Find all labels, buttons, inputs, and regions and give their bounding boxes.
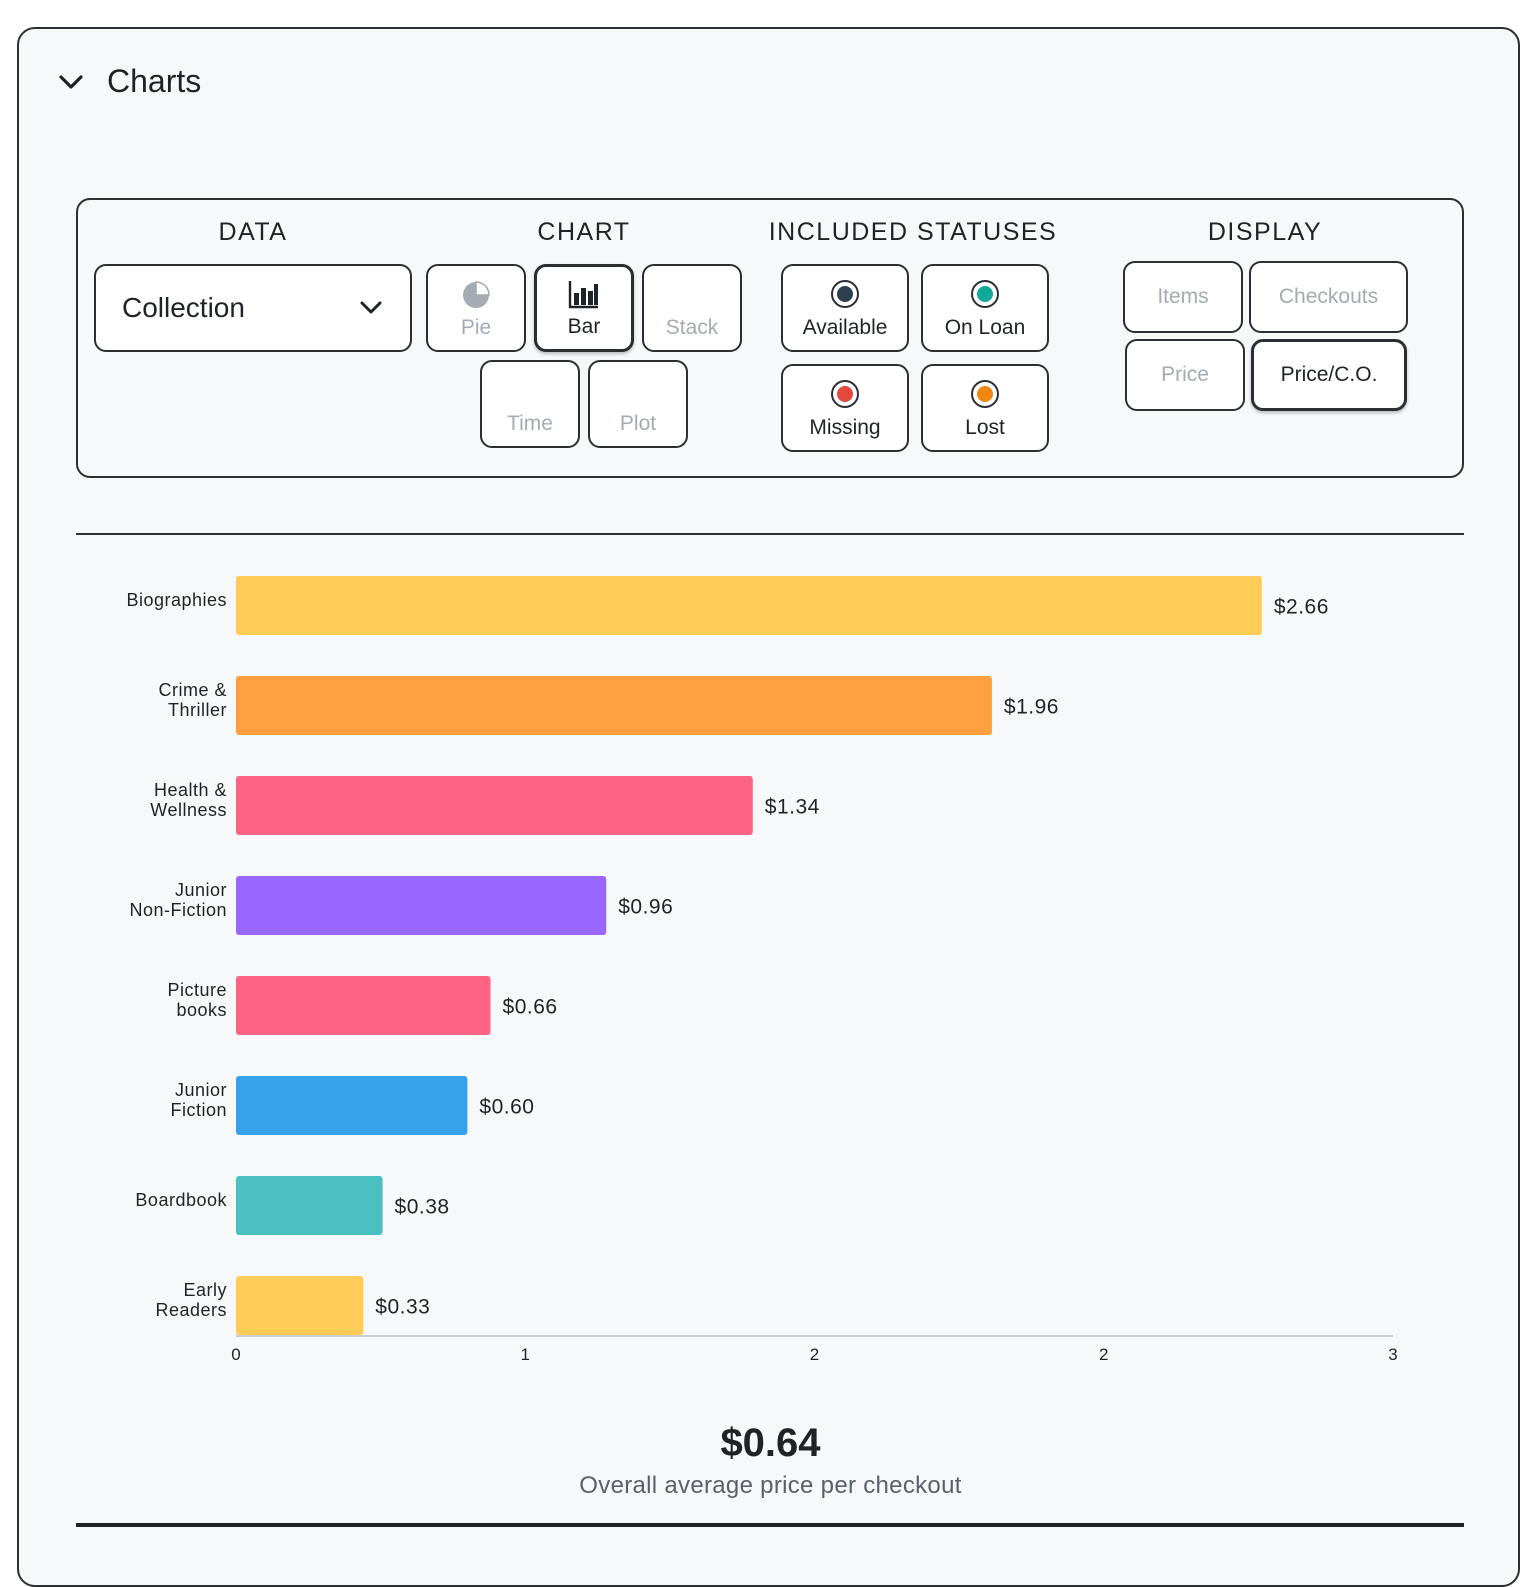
bar: [236, 976, 491, 1035]
bar: [236, 776, 753, 835]
category-label: Thriller: [168, 700, 227, 720]
radio-selected-icon: [971, 280, 999, 308]
divider: [76, 1523, 1464, 1527]
bar: [236, 876, 607, 935]
chart-type-bar-label: Bar: [567, 315, 601, 338]
x-tick-label: 0: [231, 1345, 240, 1364]
display-checkouts-label: Checkouts: [1278, 285, 1379, 308]
category-label: Crime &: [158, 680, 227, 700]
data-select-value: Collection: [122, 292, 245, 323]
bar-chart-icon: [568, 279, 600, 309]
category-label: Wellness: [150, 800, 227, 820]
status-missing-label: Missing: [809, 416, 881, 439]
bar: [236, 1076, 468, 1135]
chart-type-time-button[interactable]: Time: [480, 360, 580, 448]
pie-chart-icon: [461, 280, 491, 310]
x-tick-label: 2: [1099, 1345, 1108, 1364]
chart-type-pie-button[interactable]: Pie: [426, 264, 526, 352]
category-label: books: [176, 1000, 227, 1020]
radio-selected-icon: [831, 280, 859, 308]
chart-label: CHART: [537, 218, 631, 246]
category-label: Boardbook: [135, 1190, 227, 1210]
summary-label: Overall average price per checkout: [579, 1472, 962, 1499]
status-missing-button[interactable]: Missing: [781, 364, 909, 452]
display-items-label: Items: [1157, 285, 1209, 308]
bar-value-label: $1.34: [765, 796, 820, 819]
status-lost-label: Lost: [965, 416, 1005, 439]
status-available-button[interactable]: Available: [781, 264, 909, 352]
bar-value-label: $0.38: [395, 1196, 450, 1219]
chevron-down-icon: [358, 295, 384, 321]
bar-value-label: $0.33: [375, 1296, 430, 1319]
chart-type-stack-label: Stack: [665, 316, 719, 339]
category-label: Health &: [154, 780, 227, 800]
data-select[interactable]: Collection: [94, 264, 412, 352]
bar-value-label: $0.66: [503, 996, 558, 1019]
category-label: Junior: [175, 880, 227, 900]
bar-value-label: $1.96: [1004, 696, 1059, 719]
chart-type-plot-label: Plot: [619, 412, 657, 435]
radio-selected-icon: [831, 380, 859, 408]
category-label: Non-Fiction: [129, 900, 227, 920]
summary-value: $0.64: [720, 1421, 821, 1465]
category-label: Junior: [175, 1080, 227, 1100]
status-on-loan-label: On Loan: [944, 316, 1026, 339]
charts-card: Charts DATA Collection CHART Pie: [17, 27, 1520, 1587]
bar-chart: $2.66 Biographies $1.96 Crime &Thriller $1.3…: [126, 576, 1398, 1364]
chart-controls-panel: DATA Collection CHART Pie: [76, 198, 1464, 478]
display-price-per-checkout-button[interactable]: Price/C.O.: [1251, 339, 1407, 411]
display-price-label: Price: [1161, 363, 1209, 386]
category-label: Early: [183, 1280, 227, 1300]
chart-type-stack-button[interactable]: Stack: [642, 264, 742, 352]
display-items-button[interactable]: Items: [1123, 261, 1243, 333]
x-tick-label: 2: [810, 1345, 819, 1364]
display-price-button[interactable]: Price: [1125, 339, 1245, 411]
x-tick-label: 1: [521, 1345, 530, 1364]
category-label: Fiction: [170, 1100, 227, 1120]
charts-section-toggle[interactable]: Charts: [57, 63, 201, 100]
section-title: Charts: [107, 63, 202, 99]
display-price-per-checkout-label: Price/C.O.: [1280, 363, 1378, 386]
status-on-loan-button[interactable]: On Loan: [921, 264, 1049, 352]
included-statuses-label: INCLUDED STATUSES: [768, 218, 1058, 246]
category-label: Readers: [155, 1300, 227, 1320]
category-label: Biographies: [126, 590, 227, 610]
chart-type-time-label: Time: [507, 412, 553, 435]
bar-value-label: $0.96: [618, 896, 673, 919]
radio-selected-icon: [971, 380, 999, 408]
bar: [236, 676, 992, 735]
display-label: DISPLAY: [1207, 218, 1323, 246]
data-label: DATA: [218, 218, 288, 246]
divider: [76, 533, 1464, 535]
chart-type-plot-button[interactable]: Plot: [588, 360, 688, 448]
bar-value-label: $2.66: [1274, 596, 1329, 619]
bar-value-label: $0.60: [479, 1096, 534, 1119]
bar: [236, 1276, 364, 1335]
status-available-label: Available: [802, 316, 888, 339]
status-lost-button[interactable]: Lost: [921, 364, 1049, 452]
chart-type-bar-button[interactable]: Bar: [534, 264, 634, 352]
display-checkouts-button[interactable]: Checkouts: [1249, 261, 1408, 333]
chevron-down-icon: [57, 68, 85, 96]
bar: [236, 1176, 383, 1235]
category-label: Picture: [167, 980, 227, 1000]
chart-type-pie-label: Pie: [460, 316, 492, 339]
x-tick-label: 3: [1388, 1345, 1397, 1364]
summary: $0.64 Overall average price per checkout: [19, 1421, 1522, 1500]
bar: [236, 576, 1262, 635]
